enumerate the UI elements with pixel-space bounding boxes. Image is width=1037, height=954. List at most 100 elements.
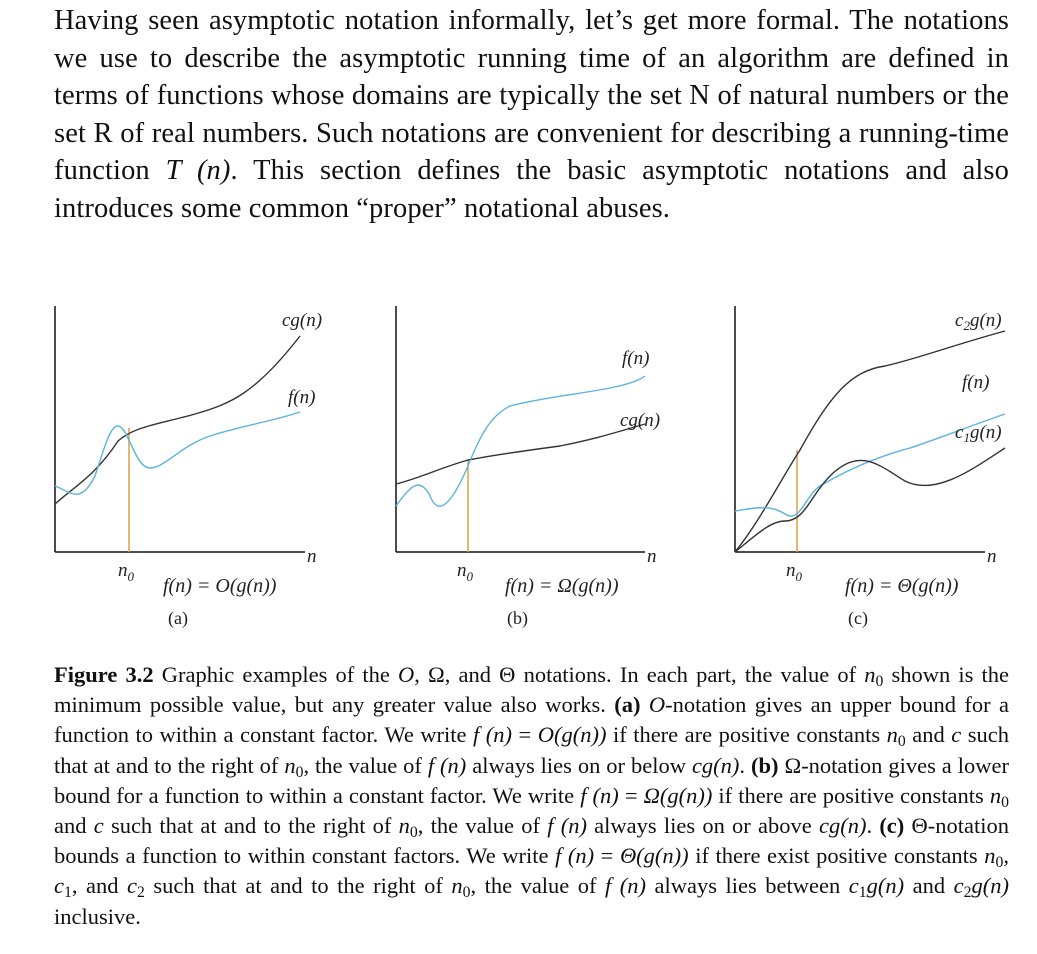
caption-symbol: g(n): [866, 873, 905, 899]
caption-text: inclusive.: [54, 903, 141, 929]
panel-b-formula: f(n) = Ω(g(n)): [505, 575, 619, 597]
caption-symbol: Ω: [428, 662, 445, 687]
caption-part-label: (b): [751, 752, 779, 778]
caption-text: always lies between: [646, 873, 849, 899]
caption-text: .: [739, 752, 751, 778]
panel-c-n0-label: n0: [786, 560, 803, 584]
caption-text: -notation gives a lower bound for a func…: [54, 752, 1009, 808]
caption-subscript: 1: [64, 884, 72, 902]
caption-symbol: f (n): [427, 752, 467, 778]
caption-text: -notation gives an upper bound for a fun…: [54, 692, 1010, 748]
panel-b-upper-label: f(n): [622, 348, 649, 369]
panel-a-part-label: (a): [168, 608, 188, 629]
caption-symbol: O(g(n)): [537, 722, 607, 748]
caption-text: always lies on or above: [586, 813, 819, 839]
panel-c-f-curve: [734, 413, 1006, 517]
caption-text: shown is the minimum possible value, but…: [54, 662, 1010, 718]
panel-b-n0-label: n0: [457, 560, 474, 584]
panel-b-lower-label: cg(n): [620, 410, 660, 431]
caption-text: =: [512, 722, 538, 748]
panel-a-lower-label: f(n): [288, 387, 315, 408]
caption-symbol: Ω: [784, 752, 802, 778]
caption-symbol: (n): [592, 782, 619, 808]
panel-c: c2g(n) f(n) c1g(n) n n0 f(n) = Θ(g(n)) (…: [734, 306, 1006, 629]
caption-symbol: Θ: [911, 813, 928, 839]
panel-c-c1g-curve: [734, 447, 1006, 553]
caption-text: , the value of: [470, 873, 606, 899]
caption-text: and: [904, 873, 954, 899]
panel-c-lower-label: c1g(n): [955, 422, 1002, 445]
caption-text: such that at and to the right of: [54, 722, 1009, 778]
panel-c-axis-label: n: [987, 546, 997, 567]
caption-symbol: n: [864, 662, 876, 687]
caption-subscript: 0: [995, 854, 1004, 872]
caption-symbol: n: [984, 843, 996, 869]
caption-symbol: Θ(g(n)): [619, 843, 689, 869]
caption-symbol: Ω(g(n)): [643, 782, 713, 808]
caption-subscript: 1: [858, 884, 867, 902]
caption-text: if there exist positive constants: [688, 843, 985, 869]
caption-symbol: f (n): [605, 873, 647, 899]
caption-symbol: f (n): [555, 843, 595, 869]
panel-c-formula: f(n) = Θ(g(n)): [845, 575, 959, 597]
caption-text: Graphic examples of the: [153, 662, 398, 687]
caption-text: always lies on or below: [466, 752, 692, 778]
caption-text: =: [618, 782, 644, 808]
caption-symbol: cg(n): [691, 752, 740, 778]
intro-function: T (n): [165, 155, 231, 186]
intro-paragraph: Having seen asymptotic notation informal…: [54, 2, 1009, 227]
caption-symbol: g(n): [971, 873, 1010, 899]
panel-c-middle-label: f(n): [962, 372, 989, 393]
figure-caption: Figure 3.2 Graphic examples of the O, Ω,…: [54, 660, 1009, 932]
caption-subscript: 0: [462, 884, 471, 902]
figure-3-2: cg(n) f(n) n n0 f(n) = O(g(n)) (a) f(n) …: [0, 296, 1037, 636]
caption-symbol: c: [127, 873, 137, 899]
caption-symbol: c: [93, 813, 104, 839]
panel-c-c2g-curve: [734, 330, 1006, 553]
caption-symbol: n: [886, 722, 898, 748]
caption-symbol: n: [284, 752, 296, 778]
panel-a: cg(n) f(n) n n0 f(n) = O(g(n)) (a): [54, 306, 322, 629]
caption-text: ,: [1003, 843, 1009, 869]
panel-b-cg-curve: [395, 423, 646, 485]
panel-b-axis-label: n: [647, 546, 657, 567]
panel-a-n0-label: n0: [118, 560, 135, 584]
caption-text: and: [54, 813, 94, 839]
caption-text: such that at and to the right of: [103, 813, 399, 839]
caption-text: if there are positive constants: [606, 722, 887, 748]
caption-symbol: c: [951, 722, 962, 748]
caption-symbol: n: [451, 873, 463, 899]
caption-symbol: c: [953, 873, 964, 899]
caption-text: .: [866, 813, 880, 839]
panel-b-f-curve: [395, 375, 646, 507]
caption-symbol: f (n): [547, 813, 587, 839]
caption-symbol: f: [580, 782, 587, 808]
caption-text: and: [905, 722, 952, 748]
panel-c-part-label: (c): [848, 608, 868, 629]
caption-text: if there are positive constants: [712, 782, 990, 808]
panel-b-part-label: (b): [507, 608, 528, 629]
caption-subscript: 0: [897, 733, 906, 751]
panel-a-formula: f(n) = O(g(n)): [163, 575, 277, 597]
caption-subscript: 2: [137, 884, 145, 902]
caption-figure-number: Figure 3.2: [54, 662, 154, 687]
caption-text: , and: [71, 873, 127, 899]
caption-text: -notation bounds a function to within co…: [54, 813, 1010, 869]
caption-subscript: 2: [963, 884, 972, 902]
caption-text: , and: [444, 662, 500, 687]
intro-text-2: . This section defines the basic asympto…: [54, 155, 1009, 224]
caption-symbol: n: [989, 782, 1002, 808]
caption-text: ,: [414, 662, 429, 687]
panel-a-cg-curve: [54, 335, 301, 505]
caption-symbol: O: [398, 662, 415, 687]
caption-subscript: 0: [409, 823, 418, 841]
panel-a-f-curve: [54, 411, 301, 495]
caption-symbol: cg(n): [818, 813, 867, 839]
caption-subscript: 0: [875, 672, 884, 690]
figure-graphs: cg(n) f(n) n n0 f(n) = O(g(n)) (a) f(n) …: [54, 306, 1006, 629]
caption-part-label: (a): [614, 692, 641, 718]
panel-a-axis-label: n: [307, 546, 317, 567]
caption-symbol: f (n): [473, 722, 513, 748]
caption-symbol: c: [54, 873, 64, 899]
caption-text: =: [594, 843, 620, 869]
